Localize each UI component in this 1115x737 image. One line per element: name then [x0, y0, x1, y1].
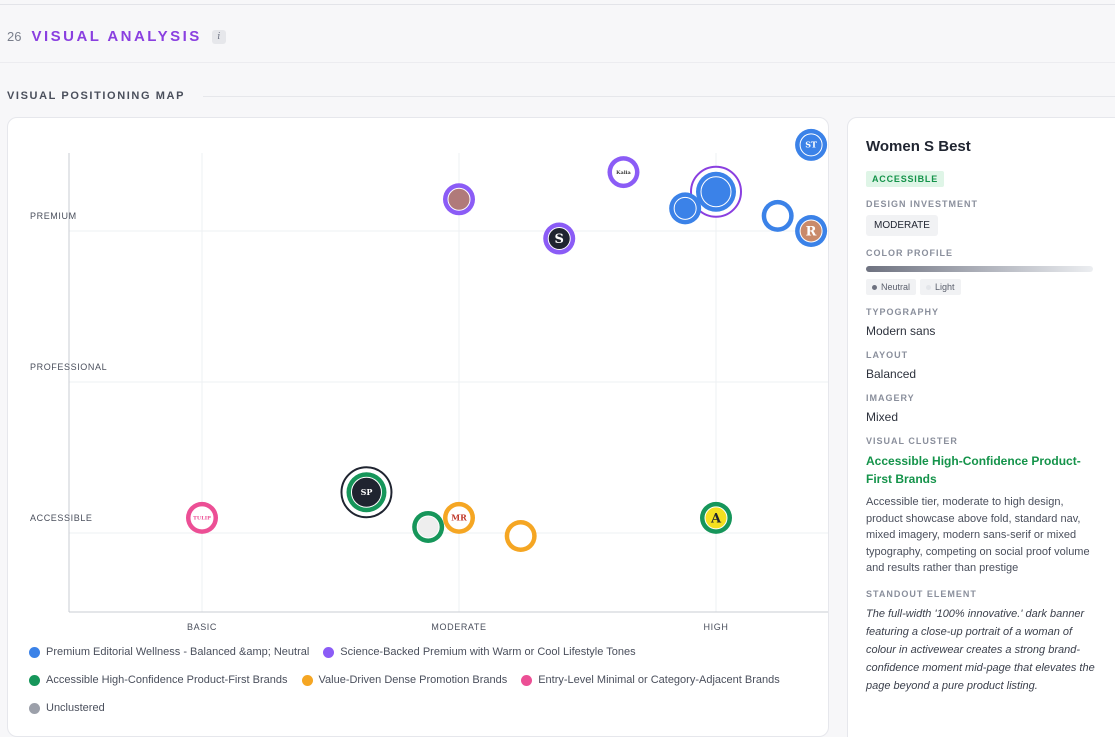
typography-label: TYPOGRAPHY: [866, 307, 940, 317]
x-tick-label: BASIC: [187, 622, 217, 632]
color-tag-neutral-label: Neutral: [881, 282, 911, 292]
data-point-label: SP: [361, 487, 373, 497]
legend-swatch-icon: [29, 674, 40, 686]
positioning-map-chart: BASIC MODERATE HIGH ACCESSIBLE PROFESSIONAL P…: [30, 128, 828, 632]
data-point-logo: [350, 476, 382, 508]
info-icon[interactable]: i: [211, 29, 226, 44]
brand-title: Women S Best: [866, 138, 971, 155]
legend-label: Science-Backed Premium with Warm or Cool…: [340, 646, 636, 658]
data-point-logo: [799, 219, 823, 243]
tier-badge: ACCESSIBLE: [866, 171, 945, 187]
legend-row: Accessible High-Confidence Product-First…: [29, 666, 819, 694]
data-point-logo: [447, 506, 471, 530]
legend-swatch-icon: [301, 674, 313, 686]
data-point-label: MR: [451, 513, 467, 523]
section-divider: [0, 62, 1115, 63]
color-profile-gradient: [866, 266, 1093, 272]
legend-item[interactable]: Accessible High-Confidence Product-First…: [29, 674, 288, 686]
color-tag-neutral: Neutral: [866, 279, 917, 295]
data-point-logo: [704, 506, 728, 530]
light-swatch-icon: [926, 284, 932, 290]
standout-element-label: STANDOUT ELEMENT: [866, 588, 977, 599]
standout-element-text: The full-width '100% innovative.' dark b…: [866, 607, 1095, 692]
top-divider: [0, 4, 1115, 5]
legend-item[interactable]: Entry-Level Minimal or Category-Adjacent…: [521, 674, 780, 686]
legend-label: Value-Driven Dense Promotion Brands: [318, 674, 508, 686]
data-point-logo: [190, 506, 214, 530]
legend-label: Accessible High-Confidence Product-First…: [46, 674, 288, 686]
data-point-logo: [509, 524, 533, 548]
y-tick-label: PROFESSIONAL: [30, 362, 107, 372]
data-point-label: ST: [805, 140, 817, 150]
section-title: VISUAL ANALYSIS: [31, 28, 202, 45]
color-tag-light-label: Light: [935, 282, 955, 292]
data-point-label: TULIP: [193, 516, 211, 522]
legend-label: Entry-Level Minimal or Category-Adjacent…: [538, 674, 780, 686]
data-point-label: R: [806, 225, 817, 240]
data-point-logo: [673, 196, 697, 220]
legend-item[interactable]: Unclustered: [29, 702, 105, 714]
x-tick-label: HIGH: [704, 622, 729, 632]
color-profile-tags: Neutral Light: [866, 279, 1106, 295]
legend-swatch-icon: [323, 646, 335, 658]
data-point-logo: [700, 176, 732, 208]
legend-swatch-icon: [29, 646, 40, 658]
map-title-divider: [203, 96, 1115, 97]
legend-item[interactable]: Premium Editorial Wellness - Balanced &a…: [29, 646, 309, 658]
design-investment-value: MODERATE: [866, 215, 938, 236]
typography-value: Modern sans: [866, 324, 936, 338]
positioning-map-card: BASIC MODERATE HIGH ACCESSIBLE PROFESSIONAL P…: [7, 117, 829, 737]
data-point-logo: [447, 187, 471, 211]
legend-item[interactable]: Value-Driven Dense Promotion Brands: [301, 674, 508, 686]
imagery-label: IMAGERY: [866, 393, 915, 403]
section-header: 26 VISUAL ANALYSIS i: [7, 28, 226, 45]
data-point-logo: [416, 515, 440, 539]
imagery-value: Mixed: [866, 410, 899, 424]
legend-label: Premium Editorial Wellness - Balanced &a…: [46, 646, 310, 658]
layout-value: Balanced: [866, 367, 917, 381]
data-point-logo: [611, 160, 635, 184]
legend-item[interactable]: Science-Backed Premium with Warm or Cool…: [323, 646, 636, 658]
design-investment-label: DESIGN INVESTMENT: [866, 199, 979, 209]
visual-cluster-description: Accessible tier, moderate to high design…: [866, 496, 1090, 574]
y-tick-label: PREMIUM: [30, 211, 77, 221]
legend-swatch-icon: [521, 674, 533, 686]
color-profile-label: COLOR PROFILE: [866, 248, 953, 258]
layout-label: LAYOUT: [866, 350, 909, 360]
map-title: VISUAL POSITIONING MAP: [7, 90, 186, 102]
legend-row: Unclustered: [29, 694, 819, 722]
data-point-label: Kalia: [616, 170, 631, 176]
chart-legend: Premium Editorial Wellness - Balanced &a…: [29, 638, 819, 722]
legend-label: Unclustered: [46, 702, 105, 714]
visual-cluster-label: VISUAL CLUSTER: [866, 436, 958, 446]
color-tag-light: Light: [920, 279, 961, 295]
brand-detail-panel: Women S Best ACCESSIBLE DESIGN INVESTMEN…: [847, 117, 1115, 737]
data-point-label: S: [555, 232, 564, 247]
legend-swatch-icon: [29, 702, 40, 714]
legend-row: Premium Editorial Wellness - Balanced &a…: [29, 638, 819, 666]
data-point-logo: [766, 204, 790, 228]
neutral-swatch-icon: [872, 284, 877, 290]
y-tick-label: ACCESSIBLE: [30, 513, 93, 523]
data-point-logo: [799, 133, 823, 157]
visual-cluster-name[interactable]: Accessible High-Confidence Product-First…: [866, 454, 1081, 486]
x-tick-label: MODERATE: [431, 622, 486, 632]
section-number: 26: [7, 29, 22, 44]
data-point-logo: [547, 227, 571, 251]
data-point-label: A: [710, 511, 722, 526]
